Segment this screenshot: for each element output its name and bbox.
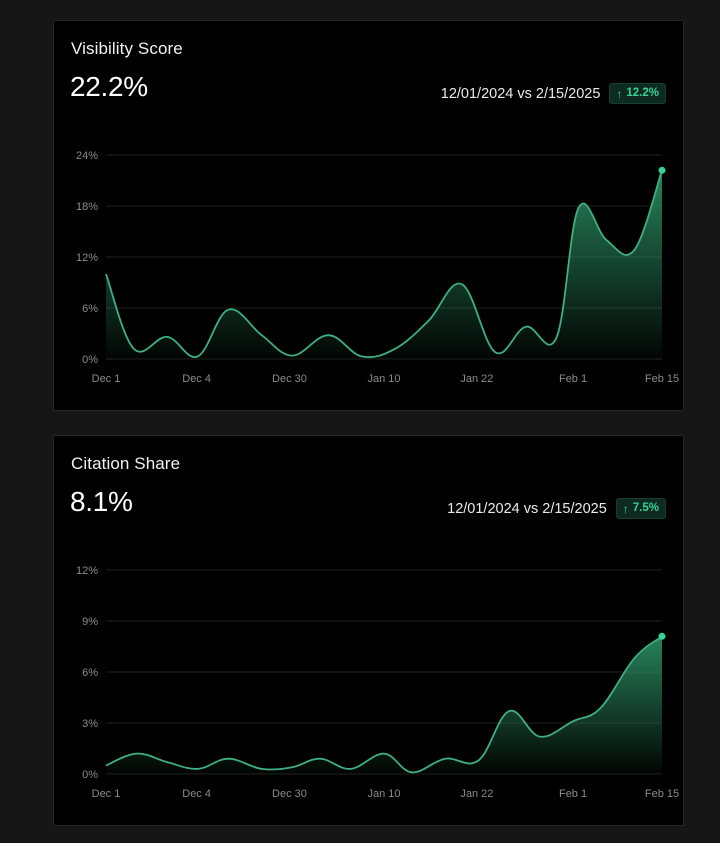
x-tick-label: Jan 10 <box>367 788 400 800</box>
y-tick-label: 0% <box>82 769 98 781</box>
series-area <box>106 170 662 359</box>
x-tick-label: Feb 1 <box>559 788 587 800</box>
y-tick-label: 6% <box>82 303 98 315</box>
delta-badge: ↑ 7.5% <box>615 498 666 519</box>
series-line <box>105 170 663 359</box>
visibility-score-chart: 0% 6% 12% 18% 24% Dec 1 Dec 4 Dec 30 Jan 10 Jan 2… <box>76 150 679 385</box>
card-value: 22.2% <box>70 71 148 102</box>
arrow-up-icon: ↑ <box>622 501 629 516</box>
x-tick-label: Jan 22 <box>460 373 493 385</box>
y-tick-label: 18% <box>76 201 98 213</box>
y-tick-label: 12% <box>76 252 98 264</box>
comparison-range: 12/01/2024 vs 2/15/2025 <box>440 85 601 102</box>
x-tick-label: Jan 10 <box>367 373 400 385</box>
x-tick-label: Dec 4 <box>182 788 211 800</box>
series-line <box>105 635 663 774</box>
card-title: Visibility Score <box>71 39 183 58</box>
arrow-up-icon: ↑ <box>616 86 623 101</box>
x-tick-label: Dec 30 <box>272 788 307 800</box>
citation-share-chart: 0% 3% 6% 9% 12% Dec 1 Dec 4 Dec 30 Jan 10 Jan 22 F… <box>76 565 679 800</box>
y-tick-label: 0% <box>82 354 98 366</box>
comparison-group: 12/01/2024 vs 2/15/2025 ↑ 12.2% <box>441 83 666 104</box>
latest-point-marker[interactable] <box>658 166 666 174</box>
comparison-group: 12/01/2024 vs 2/15/2025 ↑ 7.5% <box>447 498 666 519</box>
card-title: Citation Share <box>71 454 181 473</box>
series-area <box>106 636 662 774</box>
x-tick-label: Dec 30 <box>272 373 307 385</box>
delta-value: 7.5% <box>632 502 659 514</box>
delta-value: 12.2% <box>626 87 659 99</box>
x-tick-label: Feb 15 <box>645 788 679 800</box>
x-tick-label: Feb 15 <box>645 373 679 385</box>
latest-point-marker[interactable] <box>658 632 666 640</box>
visibility-score-card: 0% 6% 12% 18% 24% Dec 1 Dec 4 Dec 30 Jan 10 Jan 2… <box>53 20 684 411</box>
y-tick-label: 6% <box>82 667 98 679</box>
x-tick-label: Feb 1 <box>559 373 587 385</box>
citation-share-card: 0% 3% 6% 9% 12% Dec 1 Dec 4 Dec 30 Jan 10 Jan 22 F… <box>53 435 684 826</box>
x-tick-label: Jan 22 <box>460 788 493 800</box>
y-tick-label: 3% <box>82 718 98 730</box>
y-tick-label: 9% <box>82 616 98 628</box>
x-tick-label: Dec 1 <box>92 788 121 800</box>
card-value: 8.1% <box>70 486 133 517</box>
x-tick-label: Dec 4 <box>182 373 211 385</box>
delta-badge: ↑ 12.2% <box>609 83 666 104</box>
x-tick-label: Dec 1 <box>92 373 121 385</box>
y-tick-label: 24% <box>76 150 98 162</box>
y-tick-label: 12% <box>76 565 98 577</box>
comparison-range: 12/01/2024 vs 2/15/2025 <box>447 500 607 517</box>
